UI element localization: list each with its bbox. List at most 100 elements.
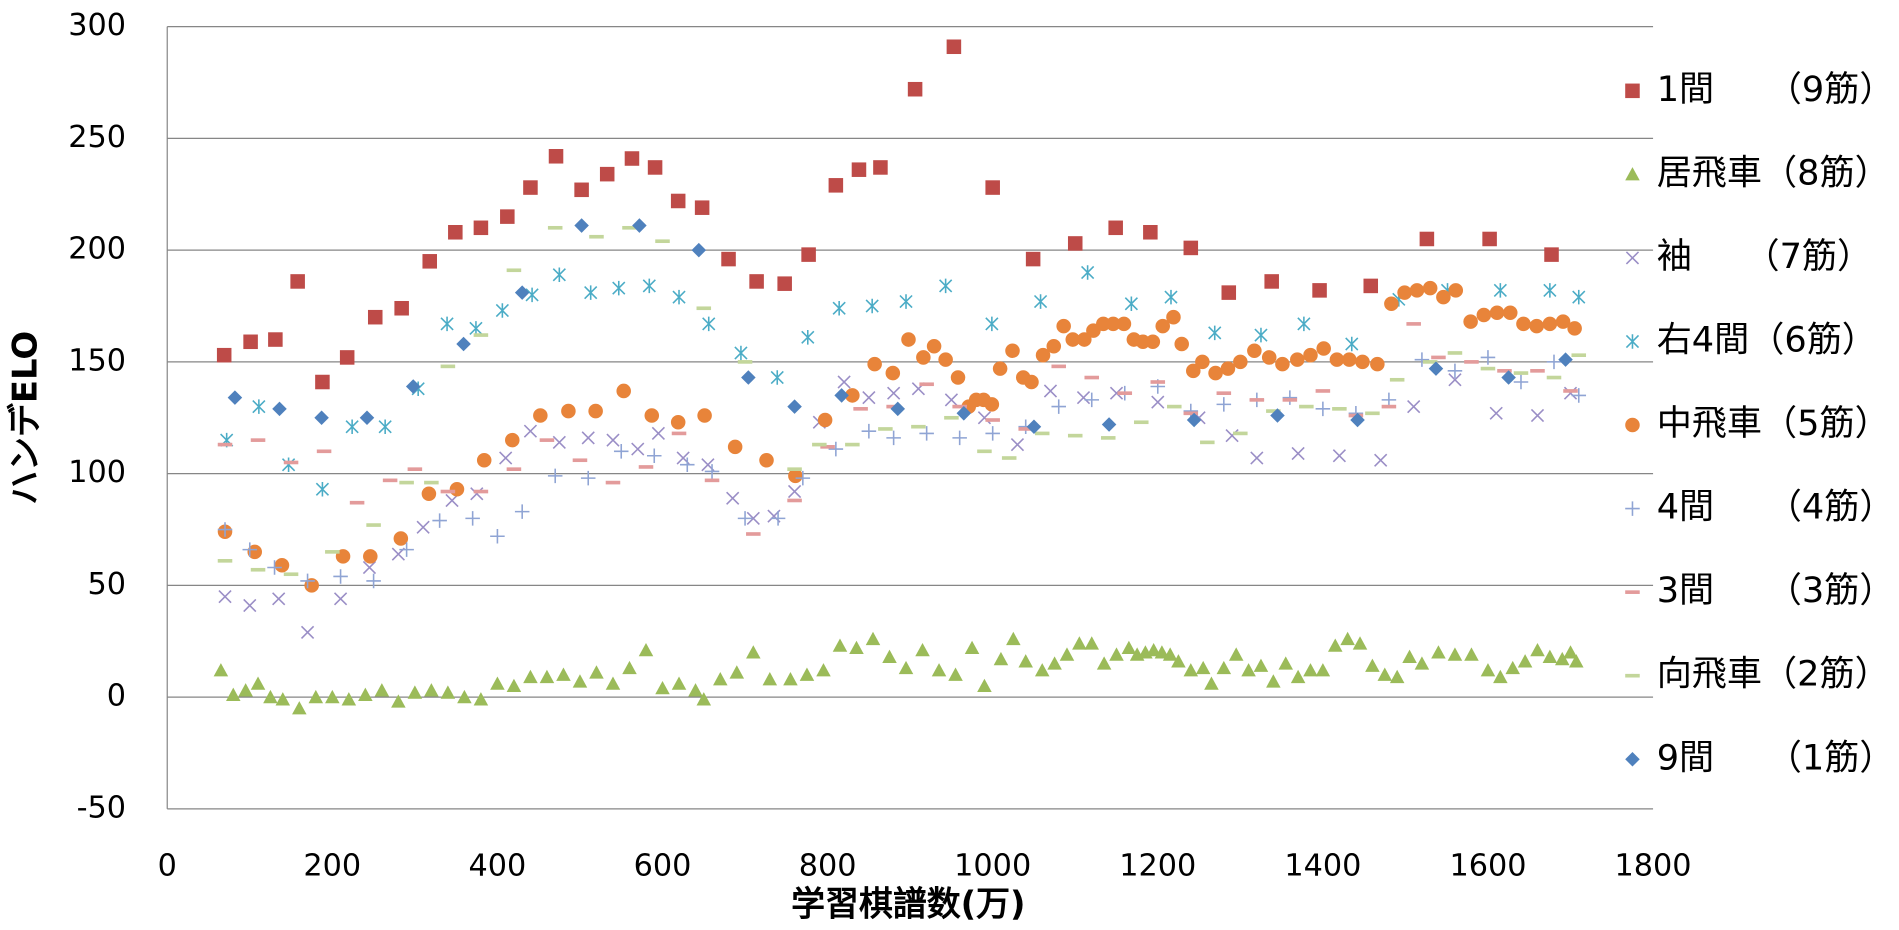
- point: [734, 345, 748, 361]
- point: [1043, 384, 1058, 398]
- point: [655, 239, 670, 244]
- point: [1436, 289, 1451, 305]
- x-tick-label: 400: [469, 849, 527, 884]
- point: [1145, 334, 1161, 350]
- point: [1154, 645, 1170, 659]
- y-tick-label: 0: [107, 679, 126, 714]
- point: [1208, 325, 1222, 341]
- x-tick-label: 1400: [1284, 849, 1361, 884]
- point: [399, 480, 414, 485]
- point: [816, 663, 831, 677]
- point: [490, 528, 505, 544]
- point: [729, 665, 745, 679]
- point: [218, 589, 232, 604]
- point: [440, 316, 454, 332]
- point: [216, 347, 232, 363]
- point: [899, 294, 913, 309]
- point: [1299, 404, 1314, 409]
- point: [865, 631, 881, 646]
- legend-label: 右4間（6筋）: [1657, 319, 1877, 360]
- point: [300, 625, 315, 639]
- point: [448, 224, 463, 240]
- point: [1480, 366, 1496, 371]
- point: [651, 426, 665, 441]
- point: [362, 560, 377, 575]
- point: [1241, 663, 1256, 677]
- point: [985, 180, 1000, 195]
- x-tick-label: 1000: [954, 849, 1031, 884]
- point: [363, 549, 378, 564]
- point: [832, 638, 848, 652]
- legend-label: 中飛車（5筋）: [1657, 403, 1890, 444]
- point: [1162, 647, 1178, 661]
- point: [589, 665, 604, 679]
- point: [853, 407, 868, 411]
- point: [272, 592, 286, 606]
- series: [217, 225, 1587, 577]
- point: [820, 445, 835, 449]
- point: [440, 364, 456, 369]
- point: [770, 511, 786, 526]
- point: [1406, 322, 1421, 326]
- point: [1381, 392, 1397, 408]
- point: [1563, 645, 1578, 659]
- point: [759, 452, 774, 468]
- point: [349, 500, 365, 505]
- point: [1422, 280, 1438, 296]
- point: [898, 660, 914, 675]
- point: [283, 460, 299, 465]
- point: [325, 689, 340, 704]
- point: [1530, 369, 1545, 373]
- point: [1117, 391, 1133, 396]
- point: [1109, 647, 1124, 661]
- point: [506, 467, 522, 471]
- point: [783, 672, 798, 686]
- point: [1171, 654, 1186, 668]
- point: [865, 298, 879, 314]
- point: [432, 513, 447, 528]
- point: [605, 480, 621, 485]
- point: [217, 442, 233, 447]
- point: [1365, 411, 1380, 416]
- legend-label: 居飛車（8筋）: [1657, 152, 1890, 193]
- point: [315, 374, 330, 390]
- point: [552, 435, 566, 449]
- point: [890, 401, 906, 417]
- point: [704, 478, 720, 483]
- point: [1250, 451, 1264, 465]
- point: [1072, 636, 1087, 650]
- point: [424, 480, 439, 485]
- point: [547, 225, 563, 230]
- point: [275, 692, 291, 706]
- point: [837, 375, 851, 389]
- point: [644, 408, 660, 423]
- point: [1109, 386, 1124, 400]
- point: [1290, 669, 1306, 684]
- point: [339, 350, 355, 365]
- point: [1554, 651, 1570, 666]
- point: [523, 669, 538, 684]
- y-tick-label: 150: [68, 343, 126, 378]
- legend-label: 袖 （7筋）: [1657, 236, 1872, 277]
- point: [993, 651, 1009, 666]
- point: [1530, 408, 1545, 423]
- point: [1407, 399, 1421, 414]
- point: [1195, 354, 1210, 370]
- point: [333, 592, 348, 606]
- point: [632, 218, 647, 233]
- point: [238, 683, 253, 697]
- point: [882, 649, 897, 663]
- point: [977, 678, 992, 693]
- point: [556, 667, 571, 681]
- point: [473, 489, 489, 494]
- point: [1233, 431, 1248, 436]
- point: [851, 162, 867, 177]
- point: [456, 336, 471, 352]
- point: [1034, 663, 1050, 677]
- point: [574, 182, 589, 198]
- point: [787, 484, 802, 499]
- legend-marker: [1625, 167, 1640, 181]
- point: [862, 391, 876, 405]
- point: [514, 285, 530, 300]
- point: [1096, 656, 1112, 670]
